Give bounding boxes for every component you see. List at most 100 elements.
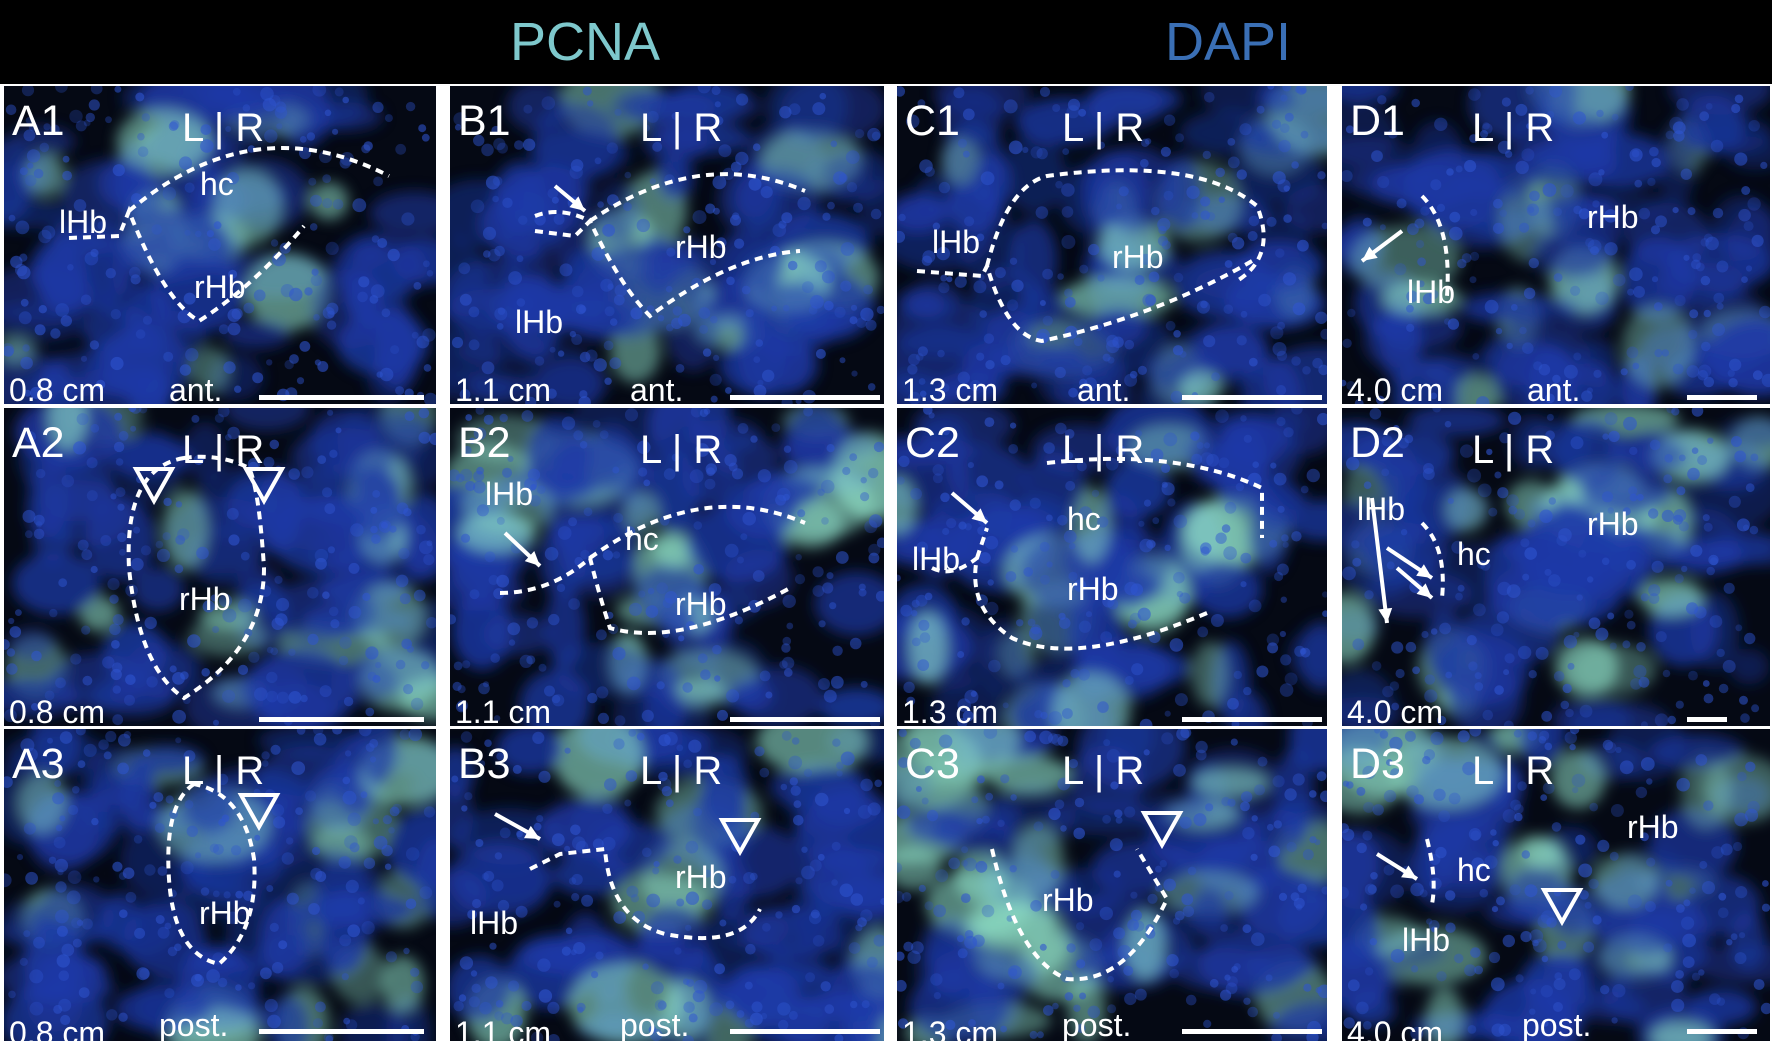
arrowhead-marker-icon xyxy=(242,467,286,506)
figure-header: PCNA DAPI xyxy=(0,0,1772,84)
fish-size-label: 4.0 cm xyxy=(1347,372,1444,404)
micrograph-image xyxy=(897,729,1327,1041)
panel-id: A2 xyxy=(12,419,65,467)
left-right-indicator: L | R xyxy=(1062,428,1145,472)
scale-bar xyxy=(730,395,880,400)
micrograph-image xyxy=(450,729,884,1041)
fish-size-label: 1.3 cm xyxy=(902,694,999,726)
orientation-label: post. xyxy=(1062,1007,1132,1041)
panel-id: D2 xyxy=(1350,419,1405,467)
fish-size-label: 4.0 cm xyxy=(1347,694,1444,726)
micrograph-panel-a1: A1 L | R hc lHb rHb 0.8 cm ant. xyxy=(4,86,436,404)
panel-id: A1 xyxy=(12,97,65,145)
arrow-icon xyxy=(1416,564,1432,578)
micrograph-panel-b1: B1 L | R rHb lHb 1.1 cm ant. xyxy=(450,86,884,404)
region-outline xyxy=(1425,838,1436,905)
fish-size-label: 0.8 cm xyxy=(9,694,106,726)
region-outline xyxy=(1420,194,1450,297)
panel-id: D3 xyxy=(1350,740,1405,788)
micrograph-panel-d2: D2 L | R lHb rHb hc 4.0 cm xyxy=(1342,408,1770,726)
region-label: rHb xyxy=(1067,571,1119,607)
region-outline xyxy=(990,847,1170,982)
micrograph-panel-a3: A3 L | R rHb 0.8 cm post. xyxy=(4,729,436,1041)
arrow-icon xyxy=(524,825,540,839)
region-label: lHb xyxy=(485,476,534,512)
scale-bar xyxy=(259,395,424,400)
region-outline xyxy=(166,782,257,967)
fish-size-label: 4.0 cm xyxy=(1347,1015,1444,1041)
scale-bar xyxy=(1182,1029,1322,1034)
region-outline xyxy=(126,454,267,701)
left-right-indicator: L | R xyxy=(182,749,265,793)
panel-id: B1 xyxy=(458,97,511,145)
orientation-label: ant. xyxy=(630,372,684,404)
micrograph-panel-c3: C3 L | R rHb 1.3 cm post. xyxy=(897,729,1327,1041)
left-right-indicator: L | R xyxy=(1062,106,1145,150)
scale-bar xyxy=(1687,1029,1757,1034)
micrograph-image xyxy=(1342,86,1770,404)
arrow-icon xyxy=(1362,246,1378,261)
micrograph-image xyxy=(1342,408,1770,726)
panel-id: C2 xyxy=(905,419,960,467)
scale-bar xyxy=(730,717,880,722)
orientation-label: post. xyxy=(1522,1007,1592,1041)
left-right-indicator: L | R xyxy=(1472,106,1555,150)
region-label: rHb xyxy=(675,586,727,622)
micrograph-panel-a2: A2 L | R rHb 0.8 cm xyxy=(4,408,436,726)
fish-size-label: 1.3 cm xyxy=(902,1015,999,1041)
region-label: lHb xyxy=(470,905,519,941)
fish-size-label: 1.1 cm xyxy=(455,1015,552,1041)
region-label: hc xyxy=(1067,501,1101,537)
panel-id: D1 xyxy=(1350,97,1405,145)
orientation-label: post. xyxy=(159,1007,229,1041)
region-label: lHb xyxy=(912,541,961,577)
micrograph-image xyxy=(4,408,436,726)
region-outline xyxy=(1420,521,1445,599)
micrograph-panel-c1: C1 L | R lHb rHb 1.3 cm ant. xyxy=(897,86,1327,404)
micrograph-image xyxy=(897,86,1327,404)
micrograph-panel-b2: B2 L | R lHb hc rHb 1.1 cm xyxy=(450,408,884,726)
scale-bar xyxy=(1687,395,1757,400)
micrograph-image xyxy=(4,729,436,1041)
region-label: rHb xyxy=(1627,809,1679,845)
arrowhead-marker-icon xyxy=(132,467,176,506)
arrowhead-marker-icon xyxy=(718,818,762,857)
micrograph-image xyxy=(450,86,884,404)
left-right-indicator: L | R xyxy=(1472,749,1555,793)
panel-id: C3 xyxy=(905,740,960,788)
fish-size-label: 1.3 cm xyxy=(902,372,999,404)
arrow-icon xyxy=(524,551,540,566)
orientation-label: ant. xyxy=(1077,372,1131,404)
fish-size-label: 0.8 cm xyxy=(9,1015,106,1041)
arrow-icon xyxy=(1378,607,1393,623)
arrow-icon xyxy=(1416,583,1432,598)
region-label: rHb xyxy=(1587,506,1639,542)
arrowhead-marker-icon xyxy=(1140,811,1184,850)
micrograph-image xyxy=(450,408,884,726)
orientation-label: ant. xyxy=(1527,372,1581,404)
micrograph-panel-d1: D1 L | R rHb lHb 4.0 cm ant. xyxy=(1342,86,1770,404)
scale-bar xyxy=(1182,395,1322,400)
region-outline xyxy=(931,456,1264,651)
region-label: rHb xyxy=(1587,199,1639,235)
arrow-icon xyxy=(971,508,987,523)
left-right-indicator: L | R xyxy=(640,106,723,150)
arrow-icon xyxy=(569,196,585,211)
micrograph-panel-b3: B3 L | R rHb lHb 1.1 cm post. xyxy=(450,729,884,1041)
scale-bar xyxy=(730,1029,880,1034)
region-label: rHb xyxy=(179,581,231,617)
region-label: rHb xyxy=(194,269,246,305)
region-label: hc xyxy=(200,166,234,202)
left-right-indicator: L | R xyxy=(640,749,723,793)
left-right-indicator: L | R xyxy=(1472,428,1555,472)
scale-bar xyxy=(259,1029,424,1034)
fish-size-label: 0.8 cm xyxy=(9,372,106,404)
micrograph-grid: A1 L | R hc lHb rHb 0.8 cm ant. B1 L | R rHb lHb 1.… xyxy=(0,86,1772,1051)
region-outline xyxy=(916,168,1266,344)
orientation-label: post. xyxy=(620,1007,690,1041)
region-label: rHb xyxy=(675,229,727,265)
micrograph-image xyxy=(897,408,1327,726)
arrowhead-marker-icon xyxy=(1540,888,1584,927)
region-label: lHb xyxy=(1357,491,1406,527)
region-outline xyxy=(534,172,806,319)
